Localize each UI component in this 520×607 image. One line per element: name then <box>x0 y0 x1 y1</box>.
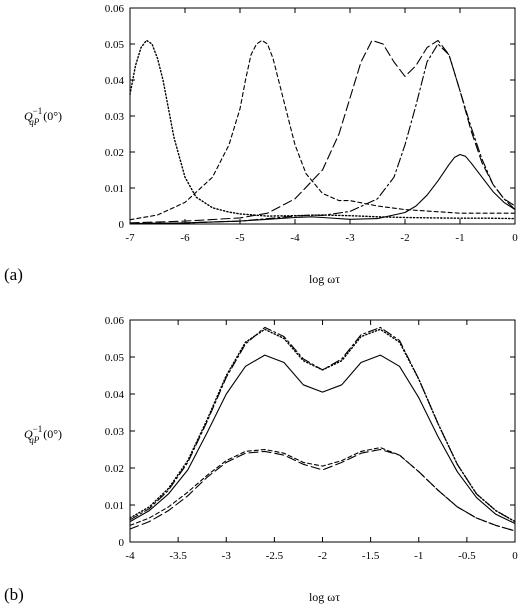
y-tick-label: 0.03 <box>105 426 125 438</box>
series-line-solid <box>129 153 516 225</box>
x-tick-label: -1 <box>414 550 423 562</box>
y-tick-label: 0.05 <box>105 352 125 364</box>
x-axis-label: log ωτ <box>309 272 340 286</box>
x-tick-label: -3 <box>222 550 232 562</box>
x-tick-label: -3.5 <box>169 550 187 562</box>
x-tick-label: -6 <box>180 232 190 244</box>
y-tick-label: 0.01 <box>105 500 124 512</box>
y-tick-label: 0.02 <box>105 147 124 159</box>
x-tick-label: -2 <box>400 232 409 244</box>
y-axis-label: Q−1 qP (0°) <box>24 424 62 445</box>
plot-frame <box>129 7 516 225</box>
y-tick-label: 0.02 <box>105 463 124 475</box>
y-tick-label: 0 <box>119 537 125 549</box>
series-line-solid <box>129 354 516 525</box>
series-line-long-dashed <box>129 448 516 532</box>
series-line-short-dashed <box>129 39 516 221</box>
panel-label: (b) <box>4 585 24 604</box>
x-tick-label: -1 <box>455 232 464 244</box>
x-tick-label: -2.5 <box>266 550 284 562</box>
x-tick-label: -7 <box>125 232 135 244</box>
x-tick-label: -0.5 <box>458 550 476 562</box>
chart-panel-a: -7 -6 -5 -4 -3 -2 -1 0 0 0.01 0.02 0.03 0.04 0.05 0.06… <box>4 3 518 286</box>
y-tick-label: 0.06 <box>105 315 125 327</box>
x-tick-label: -5 <box>235 232 245 244</box>
y-tick-label: 0.04 <box>105 389 125 401</box>
series-line-long-dashed <box>129 39 516 224</box>
x-tick-label: -4 <box>290 232 300 244</box>
series-line-dash-dot <box>129 326 516 523</box>
y-tick-label: 0 <box>119 219 125 231</box>
y-axis-label: Q−1 qP (0°) <box>24 106 62 127</box>
y-tick-label: 0.04 <box>105 75 125 87</box>
x-tick-label: -4 <box>125 550 135 562</box>
y-tick-label: 0.05 <box>105 39 125 51</box>
series-line-dash-dot <box>129 43 516 225</box>
series-line-short-dashed <box>129 447 516 532</box>
x-tick-label: -3 <box>345 232 355 244</box>
x-tick-label: -1.5 <box>362 550 380 562</box>
plot-frame <box>129 319 516 543</box>
x-tick-label: 0 <box>512 550 518 562</box>
panel-label: (a) <box>4 265 23 284</box>
series-line-dotted <box>129 39 516 220</box>
x-axis-label: log ωτ <box>309 590 340 604</box>
y-tick-label: 0.06 <box>105 3 125 15</box>
x-tick-label: 0 <box>512 232 518 244</box>
y-tick-label: 0.01 <box>105 183 124 195</box>
chart-panel-b: -4 -3.5 -3 -2.5 -2 -1.5 -1 -0.5 0 0 0.01 0.02 0.03 0.… <box>4 315 518 604</box>
y-tick-label: 0.03 <box>105 111 125 123</box>
x-tick-label: -2 <box>318 550 327 562</box>
